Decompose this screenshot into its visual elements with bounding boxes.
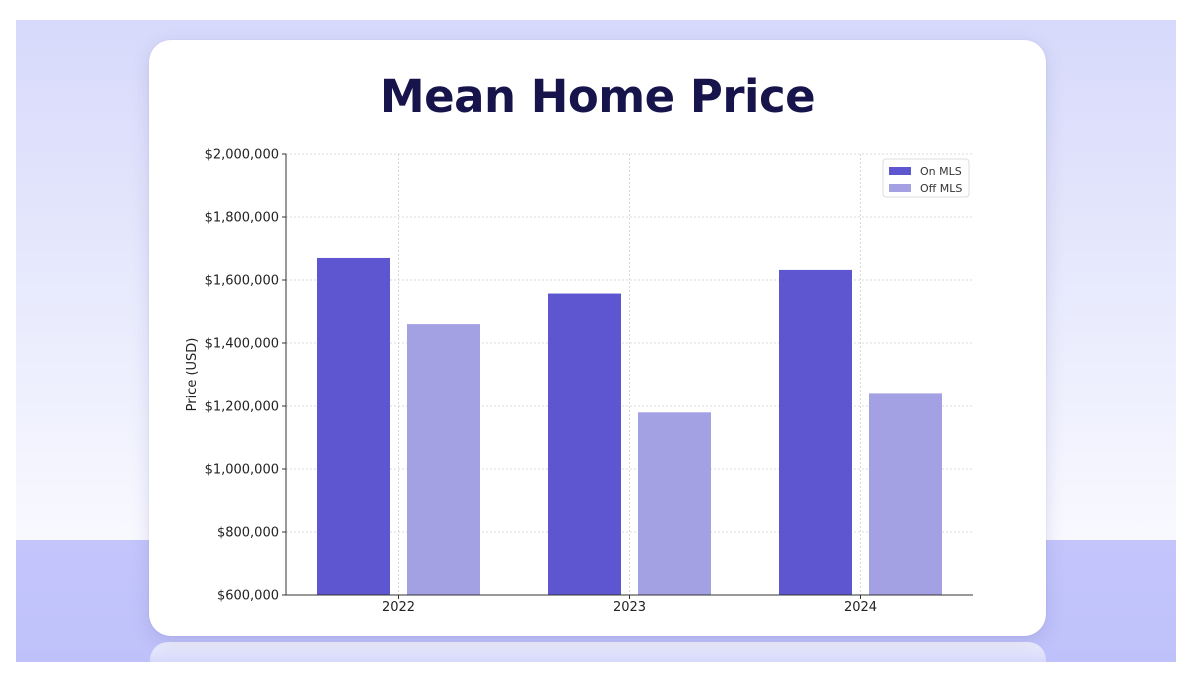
y-tick-label: $1,400,000 bbox=[205, 337, 279, 352]
y-tick-label: $1,200,000 bbox=[205, 400, 279, 415]
bar-on-mls-2022 bbox=[317, 257, 390, 595]
x-tick-label: 2024 bbox=[844, 600, 877, 615]
y-tick-label: $2,000,000 bbox=[205, 148, 279, 163]
bar-off-mls-2023 bbox=[638, 412, 711, 595]
x-tick-label: 2022 bbox=[382, 600, 415, 615]
legend-swatch bbox=[889, 184, 911, 192]
bar-chart: $600,000 $800,000 $1,000,000 $1,200,000 $1,4… bbox=[185, 148, 973, 615]
x-tick-label: 2023 bbox=[613, 600, 646, 615]
bar-off-mls-2024 bbox=[869, 393, 942, 595]
slide-background: Mean Home Price $600,000 $800,000 $1,000,0… bbox=[16, 20, 1176, 662]
chart-card: Mean Home Price $600,000 $800,000 $1,000,0… bbox=[149, 40, 1046, 636]
bar-on-mls-2023 bbox=[548, 293, 621, 595]
bar-off-mls-2022 bbox=[407, 324, 480, 595]
legend-label: On MLS bbox=[920, 165, 962, 178]
y-tick-label: $1,800,000 bbox=[205, 211, 279, 226]
y-tick-label: $800,000 bbox=[217, 526, 279, 541]
card-reflection bbox=[150, 642, 1046, 662]
legend-swatch bbox=[889, 167, 911, 175]
bar-on-mls-2024 bbox=[779, 269, 852, 595]
y-tick-label: $600,000 bbox=[217, 589, 279, 604]
legend-label: Off MLS bbox=[920, 182, 962, 195]
y-tick-label: $1,000,000 bbox=[205, 463, 279, 478]
y-tick-label: $1,600,000 bbox=[205, 274, 279, 289]
chart-title: Mean Home Price bbox=[379, 70, 816, 123]
y-axis-label: Price (USD) bbox=[185, 338, 200, 412]
